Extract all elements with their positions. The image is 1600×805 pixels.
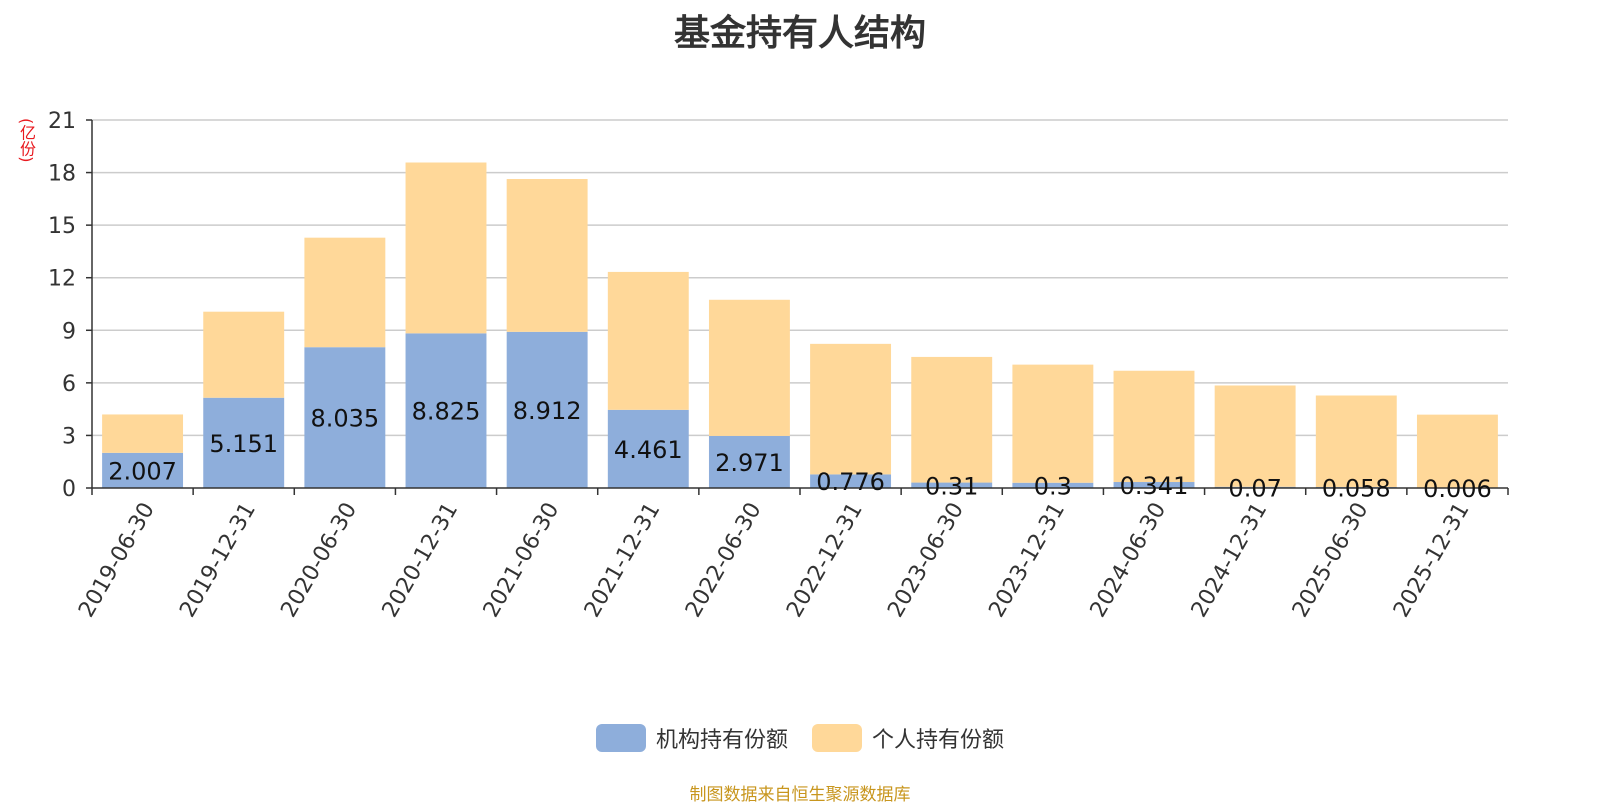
- legend-label-institutional: 机构持有份额: [656, 722, 788, 754]
- x-tick-label: 2025-06-30: [1288, 499, 1374, 622]
- y-tick-label: 9: [62, 319, 76, 344]
- x-tick-label: 2022-12-31: [782, 499, 868, 622]
- y-tick-label: 0: [62, 477, 76, 502]
- x-tick-label: 2025-12-31: [1389, 499, 1475, 622]
- data-label: 5.151: [209, 430, 278, 458]
- y-tick-label: 15: [48, 214, 76, 239]
- data-label: 8.912: [513, 397, 582, 425]
- legend-item-individual[interactable]: 个人持有份额: [812, 722, 1004, 754]
- bar-individual-2022-12-31[interactable]: [810, 344, 891, 475]
- x-tick-label: 2020-12-31: [378, 499, 464, 622]
- y-tick-label: 18: [48, 162, 76, 187]
- data-label: 2.971: [715, 449, 784, 477]
- legend-item-institutional[interactable]: 机构持有份额: [596, 722, 788, 754]
- y-tick-label: 3: [62, 424, 76, 449]
- legend-label-individual: 个人持有份额: [872, 722, 1004, 754]
- y-tick-label: 6: [62, 372, 76, 397]
- bar-individual-2024-12-31[interactable]: [1215, 385, 1296, 486]
- data-label: 0.341: [1120, 472, 1189, 500]
- data-label: 0.31: [925, 472, 978, 500]
- bar-individual-2019-12-31[interactable]: [203, 312, 284, 398]
- x-tick-label: 2019-12-31: [175, 499, 261, 622]
- bar-individual-2022-06-30[interactable]: [709, 300, 790, 436]
- y-tick-label: 12: [48, 267, 76, 292]
- data-label: 0.3: [1034, 472, 1072, 500]
- legend: 机构持有份额 个人持有份额: [0, 722, 1600, 754]
- bar-individual-2025-06-30[interactable]: [1316, 396, 1397, 487]
- bar-individual-2023-12-31[interactable]: [1012, 365, 1093, 483]
- bar-individual-2021-06-30[interactable]: [507, 179, 588, 332]
- data-label: 4.461: [614, 436, 683, 464]
- data-label: 8.825: [412, 398, 481, 426]
- bar-individual-2020-06-30[interactable]: [304, 238, 385, 348]
- legend-swatch-individual: [812, 724, 862, 752]
- bar-individual-2024-06-30[interactable]: [1114, 371, 1195, 482]
- x-tick-label: 2023-12-31: [984, 499, 1070, 622]
- data-label: 8.035: [310, 405, 379, 433]
- x-tick-label: 2020-06-30: [276, 499, 362, 622]
- data-label: 2.007: [108, 457, 177, 485]
- bars: [102, 162, 1498, 488]
- x-tick-label: 2019-06-30: [74, 499, 160, 622]
- x-tick-label: 2024-06-30: [1086, 499, 1172, 622]
- x-tick-label: 2021-12-31: [580, 499, 666, 622]
- data-label: 0.776: [816, 468, 885, 496]
- x-tick-label: 2023-06-30: [883, 499, 969, 622]
- data-label: 0.006: [1423, 475, 1492, 503]
- bar-individual-2019-06-30[interactable]: [102, 414, 183, 452]
- data-label: 0.07: [1228, 474, 1281, 502]
- legend-swatch-institutional: [596, 724, 646, 752]
- bar-individual-2021-12-31[interactable]: [608, 272, 689, 410]
- data-label: 0.058: [1322, 474, 1391, 502]
- x-tick-label: 2021-06-30: [479, 499, 565, 622]
- x-tick-label: 2024-12-31: [1187, 499, 1273, 622]
- x-tick-label: 2022-06-30: [681, 499, 767, 622]
- source-note: 制图数据来自恒生聚源数据库: [0, 780, 1600, 805]
- y-tick-label: 21: [48, 109, 76, 134]
- bar-individual-2023-06-30[interactable]: [911, 357, 992, 483]
- bar-individual-2020-12-31[interactable]: [406, 162, 487, 333]
